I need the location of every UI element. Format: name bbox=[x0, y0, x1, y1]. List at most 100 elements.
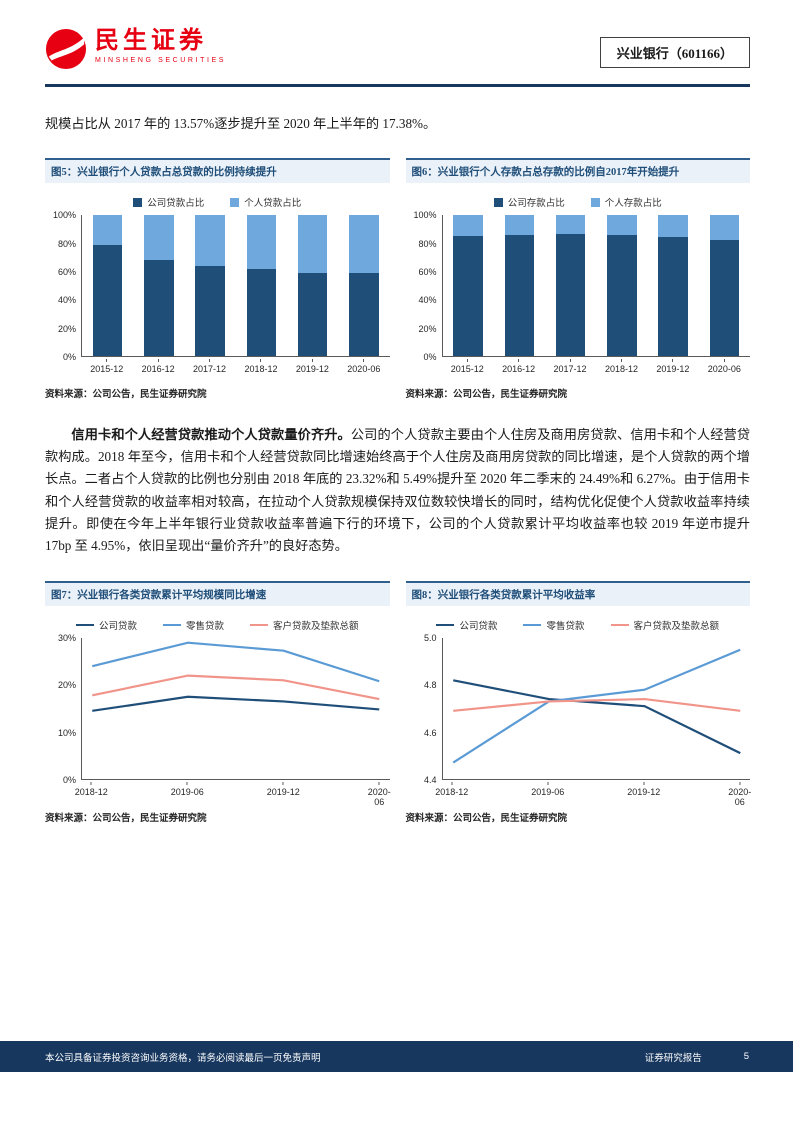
bar-segment bbox=[297, 272, 328, 357]
x-tick-label: 2019-12 bbox=[287, 359, 338, 374]
x-tick-label: 2016-12 bbox=[132, 359, 183, 374]
stacked-bar bbox=[555, 215, 586, 357]
bar-segment bbox=[144, 215, 174, 261]
stacked-bar bbox=[709, 215, 740, 357]
figure-5-source: 资料来源：公司公告，民生证券研究院 bbox=[45, 390, 207, 401]
bar-column bbox=[185, 215, 236, 357]
plot bbox=[81, 638, 390, 781]
x-tick-label: 2020-06 bbox=[699, 359, 750, 374]
paragraph-body: 公司的个人贷款主要由个人住房及商用房贷款、信用卡和个人经营贷款构成。2018 年… bbox=[45, 427, 751, 553]
bar-segment bbox=[144, 260, 174, 357]
brand-text: 民生证券 MINSHENG SECURITIES bbox=[95, 27, 226, 64]
company-logo: 民生证券 MINSHENG SECURITIES bbox=[45, 27, 226, 70]
stacked-bar bbox=[195, 215, 225, 357]
legend-item: 客户贷款及垫款总额 bbox=[250, 618, 359, 632]
bar-segment bbox=[453, 236, 483, 357]
y-tick-label: 20% bbox=[418, 323, 437, 334]
legend-swatch bbox=[133, 197, 143, 207]
bar-segment bbox=[607, 215, 637, 236]
footer-disclaimer: 本公司具备证券投资咨询业务资格，请务必阅读最后一页免责声明 bbox=[45, 1052, 321, 1064]
legend-swatch bbox=[162, 623, 181, 627]
bar-segment bbox=[349, 215, 379, 273]
bar-column bbox=[82, 215, 133, 357]
legend-swatch bbox=[436, 623, 455, 627]
stacked-bar bbox=[144, 215, 174, 357]
y-axis-labels: 0% 20% 40% 60% 80% 100% bbox=[45, 210, 81, 362]
y-tick-label: 4.4 bbox=[423, 775, 437, 786]
legend-swatch bbox=[610, 623, 629, 627]
y-tick-label: 10% bbox=[57, 727, 76, 738]
bar-segment bbox=[92, 215, 123, 245]
legend-label: 零售贷款 bbox=[185, 621, 224, 633]
x-axis-labels: 2018-12 2019-06 2019-12 2020-06 bbox=[75, 782, 391, 807]
figure-6-chart: 公司存款占比 个人存款占比 0% 20% 40% 60% 80% 100% 2015-12 201… bbox=[406, 195, 751, 374]
bar-column bbox=[133, 215, 184, 357]
x-axis-labels: 2015-12 2016-12 2017-12 2018-12 2019-12 2020-… bbox=[442, 359, 751, 374]
bar-segment bbox=[195, 265, 225, 357]
bar-column bbox=[287, 215, 338, 357]
y-axis-labels: 4.4 4.6 4.8 5.0 bbox=[406, 633, 442, 785]
figure-6-title: 图6：兴业银行个人存款占总存款的比例自2017年开始提升 bbox=[405, 158, 750, 184]
footer-report-type: 证券研究报告 bbox=[644, 1052, 702, 1064]
minsheng-logo-icon bbox=[45, 28, 87, 70]
stacked-bar bbox=[246, 215, 277, 357]
bar-segment bbox=[709, 215, 740, 240]
x-tick-label: 2019-06 bbox=[171, 782, 204, 797]
x-axis-labels: 2015-12 2016-12 2017-12 2018-12 2019-12 2020-… bbox=[81, 359, 390, 374]
chart-plot-area: 0% 20% 40% 60% 80% 100% bbox=[45, 210, 390, 362]
bar-segment bbox=[607, 235, 637, 357]
line-series bbox=[92, 695, 380, 713]
page-footer: 本公司具备证券投资咨询业务资格，请务必阅读最后一页免责声明 证券研究报告 5 bbox=[0, 1041, 793, 1072]
line-series bbox=[452, 648, 741, 764]
figure-5-title: 图5：兴业银行个人贷款占总贷款的比例持续提升 bbox=[45, 158, 390, 184]
figure-5-chart: 公司贷款占比 个人贷款占比 0% 20% 40% 60% 80% 100% 2015-12 201… bbox=[45, 195, 390, 374]
y-tick-label: 4.8 bbox=[423, 680, 437, 691]
bar-segment bbox=[555, 215, 586, 235]
bar-column bbox=[443, 215, 494, 357]
bar-segment bbox=[555, 234, 586, 357]
plot bbox=[81, 215, 390, 358]
page-header: 民生证券 MINSHENG SECURITIES 兴业银行（601166） bbox=[45, 27, 750, 87]
y-tick-label: 20% bbox=[57, 323, 76, 334]
chart-legend: 公司存款占比 个人存款占比 bbox=[406, 195, 751, 209]
y-tick-label: 40% bbox=[57, 295, 76, 306]
figure-8-source: 资料来源：公司公告，民生证券研究院 bbox=[405, 814, 568, 825]
chart-plot-area: 4.4 4.6 4.8 5.0 bbox=[406, 633, 750, 785]
bar-segment bbox=[349, 272, 379, 357]
legend-swatch bbox=[590, 197, 600, 207]
x-tick-label: 2016-12 bbox=[493, 359, 544, 374]
bar-segment bbox=[658, 237, 688, 357]
x-tick-label: 2019-12 bbox=[647, 359, 698, 374]
plot bbox=[441, 638, 750, 781]
legend-label: 客户贷款及垫款总额 bbox=[273, 621, 359, 633]
paragraph-lead: 信用卡和个人经营贷款推动个人贷款量价齐升。 bbox=[71, 427, 351, 443]
y-tick-label: 100% bbox=[413, 210, 437, 221]
y-tick-label: 30% bbox=[57, 633, 76, 644]
chart-legend: 公司贷款占比 个人贷款占比 bbox=[45, 195, 390, 209]
legend-item: 公司贷款占比 bbox=[133, 195, 204, 209]
chart-plot-area: 0% 10% 20% 30% bbox=[45, 633, 390, 785]
stacked-bar bbox=[658, 215, 688, 357]
x-tick-label: 2018-12 bbox=[435, 782, 468, 797]
figure-6-source: 资料来源：公司公告，民生证券研究院 bbox=[405, 390, 568, 401]
body-paragraph: 信用卡和个人经营贷款推动个人贷款量价齐升。公司的个人贷款主要由个人住房及商用房贷… bbox=[45, 424, 750, 557]
x-tick-label: 2018-12 bbox=[235, 359, 286, 374]
bar-column bbox=[494, 215, 545, 357]
legend-swatch bbox=[75, 623, 94, 627]
page-content: 规模占比从 2017 年的 13.57%逐步提升至 2020 年上半年的 17.… bbox=[0, 113, 793, 824]
stacked-bar bbox=[453, 215, 483, 357]
figure-5: 图5：兴业银行个人贷款占总贷款的比例持续提升 公司贷款占比 个人贷款占比 0% 20%… bbox=[45, 158, 390, 400]
y-tick-label: 80% bbox=[57, 238, 76, 249]
bar-plot bbox=[82, 215, 390, 357]
bar-segment bbox=[504, 234, 535, 357]
brand-name-cn: 民生证券 bbox=[95, 27, 207, 54]
bar-segment bbox=[297, 215, 328, 273]
bar-column bbox=[236, 215, 287, 357]
bar-plot bbox=[443, 215, 751, 357]
x-tick-label: 2017-12 bbox=[544, 359, 595, 374]
legend-label: 公司存款占比 bbox=[507, 198, 565, 210]
figure-row-1: 图5：兴业银行个人贷款占总贷款的比例持续提升 公司贷款占比 个人贷款占比 0% 20%… bbox=[45, 158, 750, 400]
bar-segment bbox=[195, 215, 225, 266]
stock-label: 兴业银行（601166） bbox=[599, 37, 750, 68]
